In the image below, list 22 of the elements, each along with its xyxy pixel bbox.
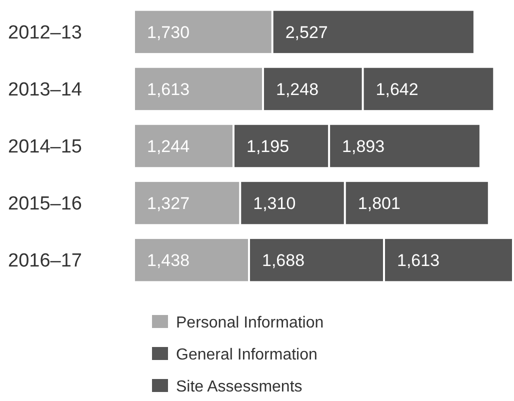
data-label: 1,893 — [342, 136, 385, 156]
data-label: 1,310 — [253, 194, 296, 213]
data-label: 1,688 — [262, 251, 305, 270]
y-tick-label: 2013–14 — [8, 80, 82, 101]
y-tick-label: 2014–15 — [8, 136, 82, 158]
data-label: 1,801 — [358, 194, 400, 213]
data-label: 1,438 — [147, 251, 190, 270]
data-label: 2,527 — [285, 22, 328, 42]
y-tick-label: 2015–16 — [8, 194, 82, 215]
y-tick-label: 2012–13 — [8, 22, 82, 44]
data-label: 1,642 — [376, 80, 418, 99]
data-label: 1,327 — [147, 194, 190, 213]
data-label: 1,730 — [147, 22, 190, 42]
data-label: 1,195 — [246, 136, 290, 156]
legend-label: Site Assessments — [176, 378, 302, 396]
legend-label: Personal Information — [176, 314, 324, 332]
data-label: 1,244 — [147, 136, 190, 156]
legend-label: General Information — [176, 346, 318, 364]
data-label: 1,248 — [276, 80, 319, 99]
data-label: 1,613 — [397, 251, 440, 270]
y-tick-label: 2016–17 — [8, 250, 82, 272]
data-label: 1,613 — [147, 80, 190, 99]
